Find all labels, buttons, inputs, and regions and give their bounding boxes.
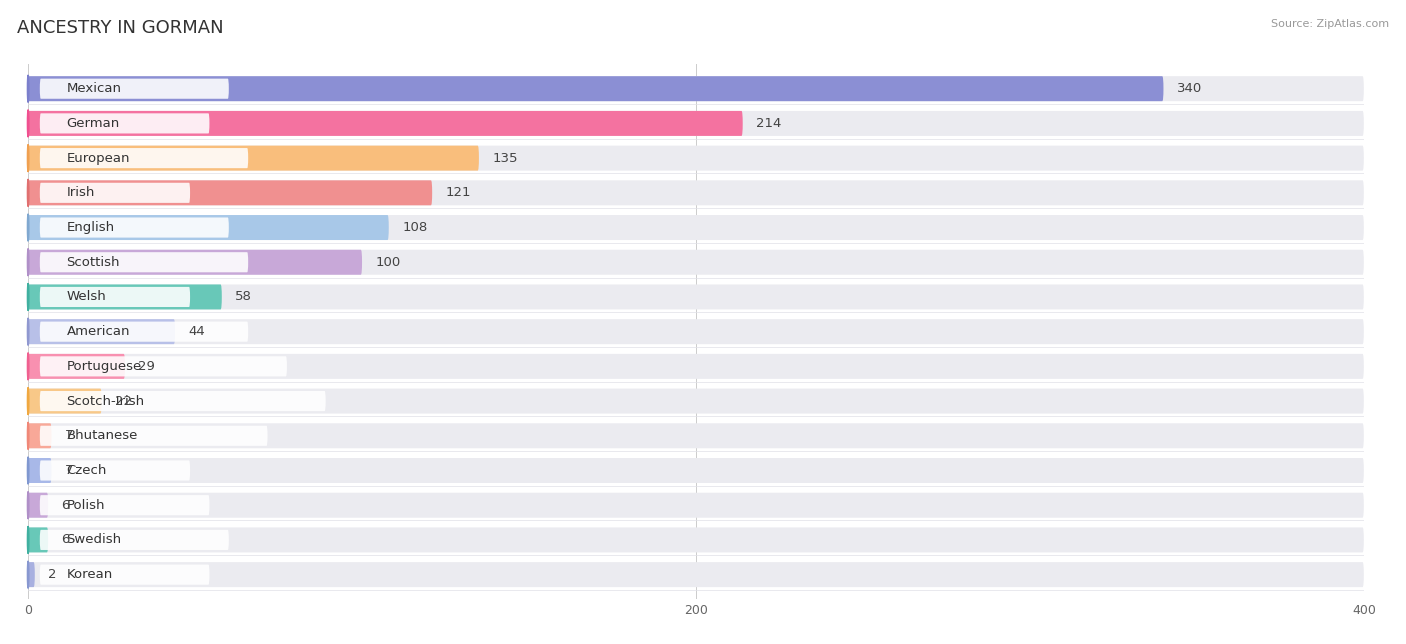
Text: 108: 108 [402,221,427,234]
Text: 2: 2 [48,568,56,581]
FancyBboxPatch shape [28,562,1364,587]
FancyBboxPatch shape [28,493,48,518]
Text: Mexican: Mexican [66,82,121,95]
FancyBboxPatch shape [28,354,1364,379]
FancyBboxPatch shape [39,252,249,272]
Text: 22: 22 [115,395,132,408]
FancyBboxPatch shape [39,218,229,238]
FancyBboxPatch shape [39,79,229,99]
FancyBboxPatch shape [28,250,363,275]
Text: 44: 44 [188,325,205,338]
FancyBboxPatch shape [28,146,1364,171]
FancyBboxPatch shape [28,423,1364,448]
FancyBboxPatch shape [28,493,1364,518]
Ellipse shape [27,249,30,276]
FancyBboxPatch shape [28,354,125,379]
Text: 7: 7 [65,464,73,477]
FancyBboxPatch shape [28,250,1364,275]
Ellipse shape [27,144,30,172]
FancyBboxPatch shape [28,458,52,483]
FancyBboxPatch shape [28,319,1364,344]
FancyBboxPatch shape [39,391,326,411]
Ellipse shape [27,318,30,345]
FancyBboxPatch shape [28,319,176,344]
Ellipse shape [27,561,30,589]
FancyBboxPatch shape [28,146,479,171]
FancyBboxPatch shape [39,321,249,342]
FancyBboxPatch shape [39,356,287,377]
Text: 7: 7 [65,430,73,442]
FancyBboxPatch shape [39,113,209,133]
FancyBboxPatch shape [28,76,1364,101]
Text: 214: 214 [756,117,782,130]
FancyBboxPatch shape [28,285,1364,310]
Ellipse shape [27,526,30,554]
Ellipse shape [27,353,30,380]
FancyBboxPatch shape [28,215,1364,240]
Text: Polish: Polish [66,498,105,512]
Ellipse shape [27,387,30,415]
Ellipse shape [27,283,30,310]
Text: 100: 100 [375,256,401,269]
FancyBboxPatch shape [28,527,48,553]
Ellipse shape [27,109,30,137]
FancyBboxPatch shape [39,495,209,515]
FancyBboxPatch shape [28,388,1364,413]
FancyBboxPatch shape [39,530,229,550]
FancyBboxPatch shape [28,423,52,448]
FancyBboxPatch shape [28,111,1364,136]
FancyBboxPatch shape [28,458,1364,483]
FancyBboxPatch shape [28,180,432,205]
FancyBboxPatch shape [39,183,190,203]
Text: Source: ZipAtlas.com: Source: ZipAtlas.com [1271,19,1389,30]
FancyBboxPatch shape [28,527,1364,553]
FancyBboxPatch shape [28,76,1164,101]
FancyBboxPatch shape [28,388,101,413]
FancyBboxPatch shape [39,565,209,585]
FancyBboxPatch shape [28,562,35,587]
Text: Portuguese: Portuguese [66,360,142,373]
Text: Korean: Korean [66,568,112,581]
FancyBboxPatch shape [28,215,388,240]
Text: Scotch-Irish: Scotch-Irish [66,395,145,408]
Text: English: English [66,221,115,234]
Text: 6: 6 [62,533,70,546]
Ellipse shape [27,457,30,484]
Ellipse shape [27,179,30,207]
Text: American: American [66,325,129,338]
FancyBboxPatch shape [28,285,222,310]
FancyBboxPatch shape [39,148,249,168]
Ellipse shape [27,491,30,519]
Text: 135: 135 [492,151,517,165]
Text: Swedish: Swedish [66,533,122,546]
Text: Welsh: Welsh [66,290,107,303]
Text: 58: 58 [235,290,252,303]
Text: ANCESTRY IN GORMAN: ANCESTRY IN GORMAN [17,19,224,37]
Text: Czech: Czech [66,464,107,477]
FancyBboxPatch shape [39,426,267,446]
Text: Bhutanese: Bhutanese [66,430,138,442]
Ellipse shape [27,214,30,242]
Text: 340: 340 [1177,82,1202,95]
Text: German: German [66,117,120,130]
FancyBboxPatch shape [39,287,190,307]
Text: 6: 6 [62,498,70,512]
Text: Irish: Irish [66,186,94,200]
Ellipse shape [27,422,30,450]
Ellipse shape [27,75,30,102]
FancyBboxPatch shape [28,111,742,136]
Text: Scottish: Scottish [66,256,120,269]
FancyBboxPatch shape [28,180,1364,205]
FancyBboxPatch shape [39,460,190,480]
Text: 121: 121 [446,186,471,200]
Text: 29: 29 [138,360,155,373]
Text: European: European [66,151,129,165]
